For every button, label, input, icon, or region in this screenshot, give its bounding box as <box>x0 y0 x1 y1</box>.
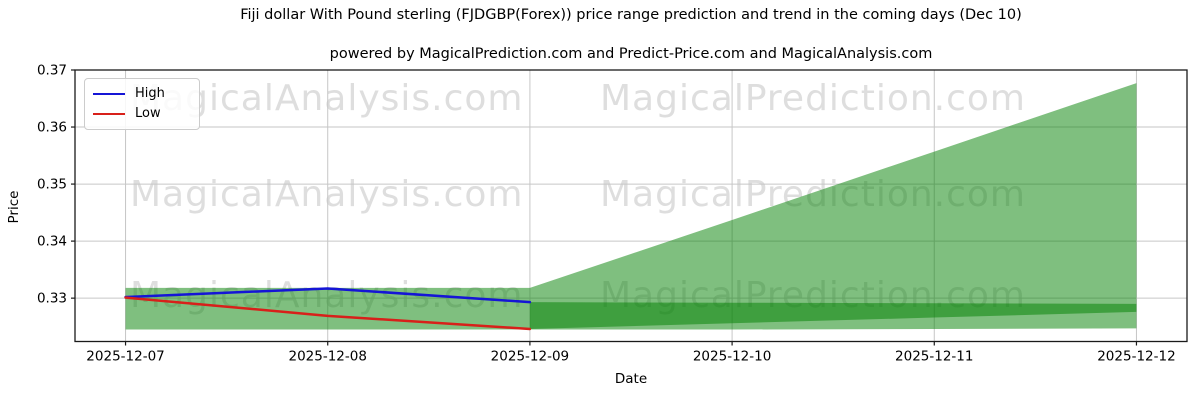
y-axis-label: Price <box>6 190 22 224</box>
legend-low-line-swatch <box>93 113 125 115</box>
y-tick-label: 0.37 <box>37 63 67 79</box>
chart-title: Fiji dollar With Pound sterling (FJDGBP(… <box>240 7 1022 23</box>
axes-spines <box>74 69 1188 343</box>
legend-low-label: Low <box>135 106 161 121</box>
historical-range-band <box>125 287 530 330</box>
x-tick-label: 2025-12-09 <box>491 349 569 365</box>
x-tick-label: 2025-12-11 <box>895 349 973 365</box>
y-tick-label: 0.36 <box>37 120 67 136</box>
chart-subtitle: powered by MagicalPrediction.com and Pre… <box>329 46 933 62</box>
x-tick-label: 2025-12-10 <box>693 349 771 365</box>
predicted-high-range-band <box>529 83 1137 329</box>
legend: High Low <box>84 78 200 130</box>
low-line <box>124 296 532 331</box>
x-axis-label: Date <box>614 371 648 387</box>
legend-item-high: High <box>93 84 191 104</box>
high-line <box>124 287 532 304</box>
y-tick-label: 0.33 <box>37 291 67 307</box>
y-tick-label: 0.34 <box>37 234 67 250</box>
predicted-low-range-band <box>529 302 1137 330</box>
x-tick-label: 2025-12-08 <box>288 349 366 365</box>
x-tick-label: 2025-12-12 <box>1097 349 1175 365</box>
x-tick-label: 2025-12-07 <box>86 349 164 365</box>
legend-item-low: Low <box>93 104 191 124</box>
legend-high-label: High <box>135 86 165 101</box>
y-tick-label: 0.35 <box>37 177 67 193</box>
legend-high-line-swatch <box>93 93 125 95</box>
